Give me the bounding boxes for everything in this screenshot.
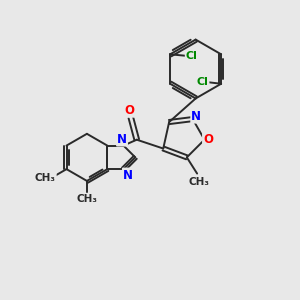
Text: O: O <box>203 133 213 146</box>
Text: N: N <box>117 133 127 146</box>
Text: N: N <box>191 110 201 123</box>
Text: CH₃: CH₃ <box>188 177 209 187</box>
Text: N: N <box>123 169 133 182</box>
Text: CH₃: CH₃ <box>35 173 56 183</box>
Text: O: O <box>124 104 134 117</box>
Text: Cl: Cl <box>186 51 198 61</box>
Text: Cl: Cl <box>197 77 208 87</box>
Text: CH₃: CH₃ <box>76 194 98 204</box>
